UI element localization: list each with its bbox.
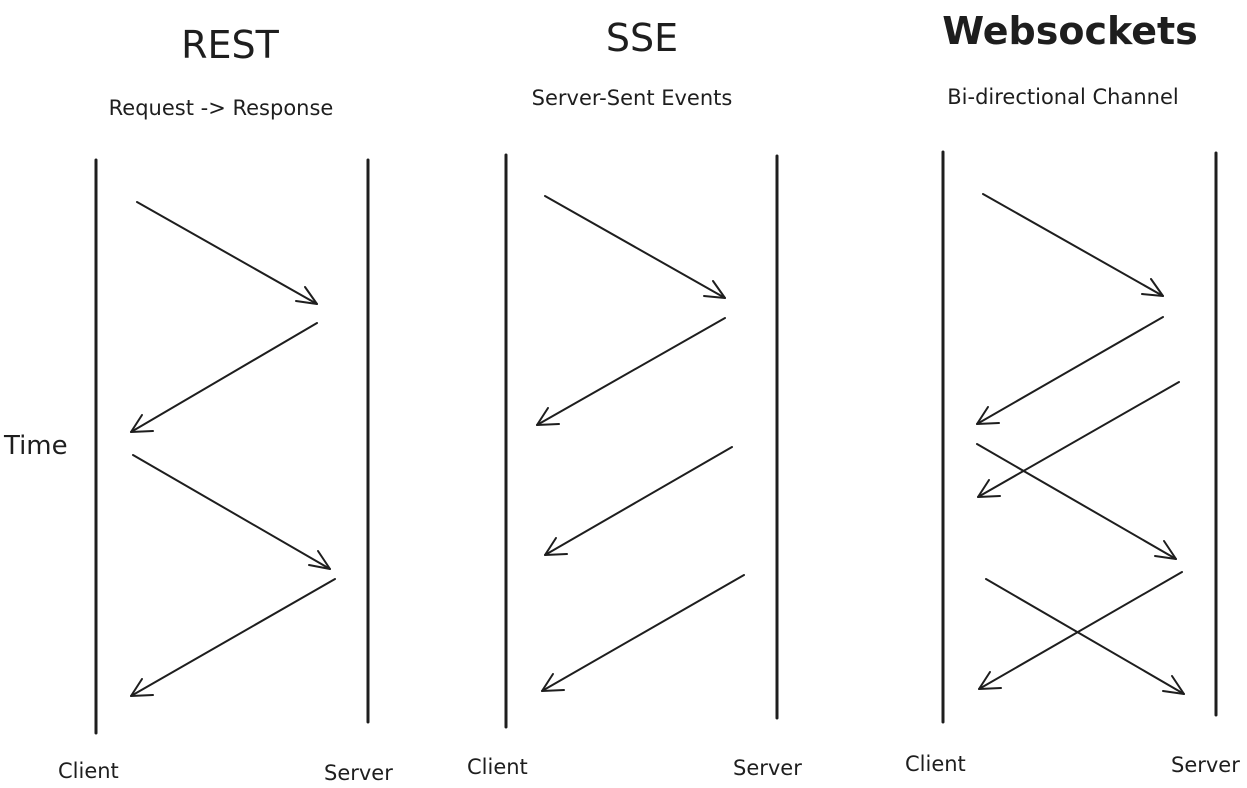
- sse-subtitle: Server-Sent Events: [532, 86, 733, 110]
- rest-response-arrow-2: [130, 578, 336, 697]
- time-label: Time: [3, 431, 68, 461]
- sse-event-arrow-1: [536, 317, 726, 426]
- sse-title: SSE: [606, 16, 678, 60]
- rest-response-arrow-1: [130, 322, 318, 433]
- rest-request-arrow-2: [132, 454, 331, 570]
- panel-rest: REST Request -> Response Client Server: [58, 23, 393, 785]
- sse-server-label: Server: [733, 756, 802, 780]
- panel-websockets: Websockets Bi-directional Channel C: [905, 9, 1240, 777]
- websockets-server-to-client-arrow-2: [977, 381, 1180, 498]
- rest-client-label: Client: [58, 759, 119, 783]
- websockets-server-to-client-arrow-1: [976, 316, 1164, 425]
- sse-client-label: Client: [467, 755, 528, 779]
- panel-sse: SSE Server-Sent Events Client Server: [467, 16, 802, 780]
- websockets-client-to-server-arrow-3: [985, 578, 1185, 695]
- websockets-title: Websockets: [942, 9, 1198, 53]
- websockets-server-label: Server: [1171, 753, 1240, 777]
- rest-title: REST: [181, 23, 280, 67]
- sse-event-arrow-3: [541, 574, 745, 692]
- websockets-client-to-server-arrow-1: [982, 193, 1164, 297]
- sse-request-arrow: [544, 195, 726, 299]
- rest-request-arrow-1: [136, 201, 318, 305]
- websockets-subtitle: Bi-directional Channel: [947, 85, 1178, 109]
- websockets-server-to-client-arrow-3: [978, 571, 1183, 690]
- rest-server-label: Server: [324, 761, 393, 785]
- sse-event-arrow-2: [544, 446, 733, 556]
- websockets-client-to-server-arrow-2: [976, 443, 1177, 560]
- rest-subtitle: Request -> Response: [109, 96, 334, 120]
- websockets-client-label: Client: [905, 752, 966, 776]
